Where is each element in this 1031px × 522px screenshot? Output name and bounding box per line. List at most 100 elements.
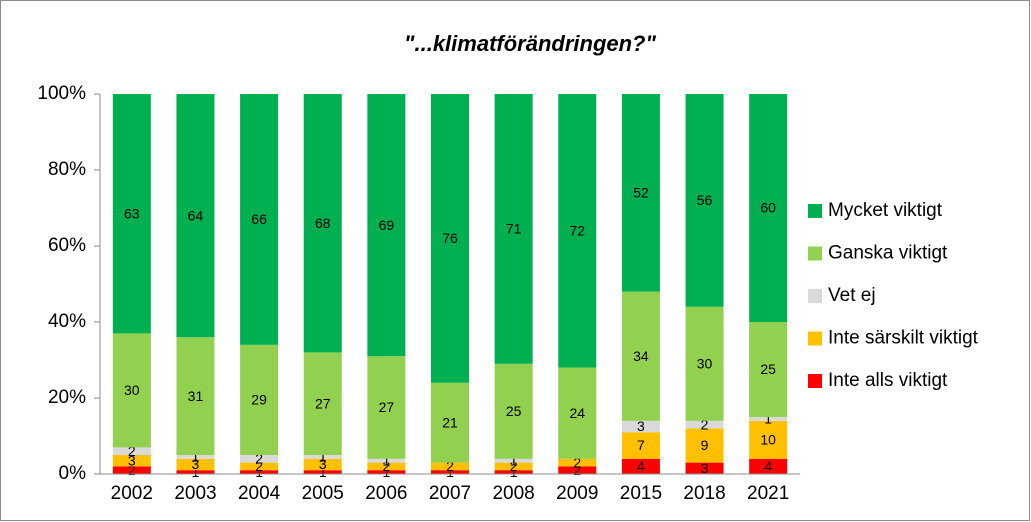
data-label: 3 xyxy=(192,456,200,472)
bar-segment xyxy=(558,458,597,467)
data-label: 3 xyxy=(637,418,645,434)
bar-segment xyxy=(240,455,279,463)
bar-segment xyxy=(685,306,724,421)
bar-segment xyxy=(431,94,469,383)
bar-segment xyxy=(749,458,788,474)
data-label: 3 xyxy=(319,456,327,472)
x-tick-label: 2007 xyxy=(429,483,471,504)
bar-segment xyxy=(494,94,533,364)
data-label: 4 xyxy=(637,458,645,474)
legend-swatch xyxy=(808,331,822,346)
data-label: 24 xyxy=(569,405,585,421)
bar-segment xyxy=(621,420,660,433)
legend-swatch xyxy=(808,374,822,388)
bar-segment xyxy=(176,337,215,455)
y-tick-label: 80% xyxy=(48,159,86,180)
data-label: 76 xyxy=(442,230,458,246)
data-label: 2 xyxy=(255,451,263,467)
data-label: 1 xyxy=(764,411,772,427)
bar-segment xyxy=(240,344,279,455)
bar-segment xyxy=(621,291,660,421)
data-label: 2 xyxy=(128,443,136,459)
x-tick-label: 2018 xyxy=(683,483,725,504)
data-label: 2 xyxy=(382,458,390,474)
bar-segment xyxy=(749,417,788,421)
data-label: 72 xyxy=(569,223,585,239)
data-label: 30 xyxy=(697,356,713,372)
data-label: 60 xyxy=(760,200,776,216)
bar-segment xyxy=(176,94,215,338)
data-label: 66 xyxy=(251,211,267,227)
bar-segment xyxy=(112,333,151,448)
bar-segment xyxy=(303,455,342,459)
bar-segment xyxy=(685,428,724,463)
bar-segment xyxy=(303,470,342,474)
data-label: 31 xyxy=(188,388,204,404)
bar-segment xyxy=(558,94,597,368)
data-label: 1 xyxy=(319,464,327,480)
data-label: 64 xyxy=(188,207,204,223)
data-label: 1 xyxy=(382,464,390,480)
data-label: 1 xyxy=(319,449,327,465)
bar-segment xyxy=(749,420,788,459)
bar-segment xyxy=(112,94,151,334)
legend-swatch xyxy=(808,289,822,303)
bar-segment xyxy=(176,455,215,459)
data-label: 2 xyxy=(573,462,581,478)
data-label: 7 xyxy=(637,437,645,453)
legend-label: Ganska viktigt xyxy=(828,243,948,264)
legend-label: Mycket viktigt xyxy=(828,200,943,221)
data-label: 1 xyxy=(510,452,518,468)
bar-segment xyxy=(367,470,406,474)
bar-segment xyxy=(494,470,533,474)
bar-segment xyxy=(621,432,660,459)
y-tick-label: 60% xyxy=(48,235,86,256)
data-label: 27 xyxy=(315,395,331,411)
bar-segment xyxy=(685,94,724,307)
bar-segment xyxy=(303,94,342,353)
data-label: 68 xyxy=(315,215,331,231)
data-label: 2 xyxy=(701,416,709,432)
x-tick-label: 2003 xyxy=(174,483,216,504)
legend-label: Vet ej xyxy=(828,285,876,306)
data-label: 10 xyxy=(760,432,776,448)
bar-segment xyxy=(367,356,406,459)
y-tick-label: 20% xyxy=(48,387,86,408)
y-tick-label: 40% xyxy=(48,311,86,332)
bar-segment xyxy=(112,455,151,467)
bar-segment xyxy=(240,470,279,474)
bar-segment xyxy=(431,462,469,471)
data-label: 2 xyxy=(128,462,136,478)
data-label: 2 xyxy=(573,454,581,470)
data-label: 25 xyxy=(760,361,776,377)
legend-label: Inte alls viktigt xyxy=(828,370,948,391)
data-label: 27 xyxy=(379,399,395,415)
data-label: 69 xyxy=(379,217,395,233)
data-label: 1 xyxy=(446,464,454,480)
x-tick-label: 2015 xyxy=(620,483,662,504)
bar-segment xyxy=(431,382,469,463)
data-label: 1 xyxy=(510,464,518,480)
data-label: 3 xyxy=(128,452,136,468)
legend-label: Inte särskilt viktigt xyxy=(828,328,979,349)
data-label: 52 xyxy=(633,185,649,201)
x-tick-label: 2004 xyxy=(238,483,281,504)
data-label: 3 xyxy=(701,460,709,476)
legend-swatch xyxy=(808,246,822,261)
bar-segment xyxy=(621,94,660,292)
bar-segment xyxy=(367,458,406,463)
bar-segment xyxy=(367,462,406,471)
data-label: 2 xyxy=(510,458,518,474)
data-label: 21 xyxy=(442,414,458,430)
x-tick-label: 2002 xyxy=(111,483,153,504)
bar-segment xyxy=(494,458,533,463)
x-tick-label: 2021 xyxy=(747,483,789,504)
bar-segment xyxy=(176,458,215,471)
data-label: 1 xyxy=(382,452,390,468)
bar-segment xyxy=(240,462,279,471)
bar-segment xyxy=(685,462,724,474)
bar-segment xyxy=(685,420,724,429)
data-label: 1 xyxy=(255,464,263,480)
data-label: 30 xyxy=(124,382,140,398)
bar-segment xyxy=(558,367,597,459)
